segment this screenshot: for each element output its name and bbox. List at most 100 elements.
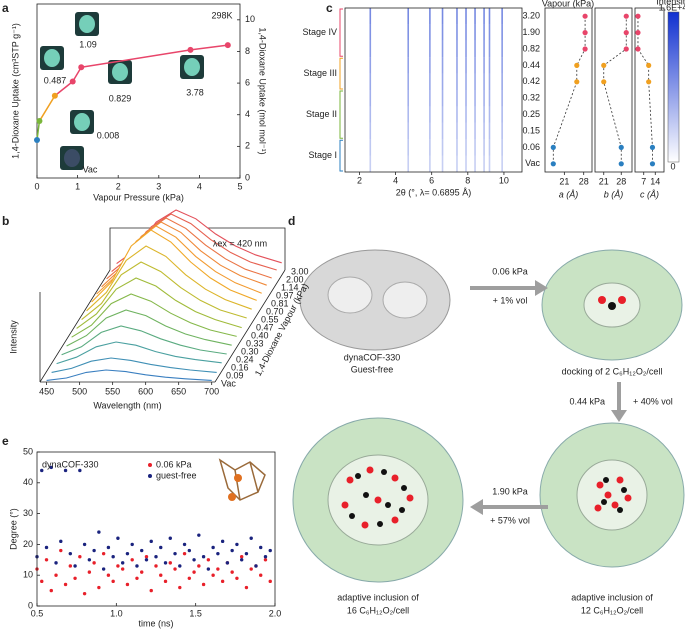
diffraction-stripe: [465, 24, 467, 41]
diffraction-stripe: [429, 90, 431, 107]
lattice-point: [618, 144, 624, 150]
x-tick-label: 5: [237, 181, 242, 191]
heatmap-frame: [344, 7, 523, 173]
diffraction-stripe: [465, 8, 467, 25]
scatter-point: [263, 558, 268, 562]
molecules: [349, 469, 627, 527]
scatter-point: [111, 555, 115, 559]
lattice-tick-label: 21: [559, 176, 569, 186]
y2-tick-label: 10: [245, 14, 255, 24]
legend-marker: [148, 463, 152, 467]
diffraction-stripe: [441, 106, 444, 123]
diffraction-stripe: [407, 57, 410, 74]
lattice-point: [623, 29, 629, 36]
x-tick-label: 650: [171, 386, 186, 396]
scatter-point: [40, 579, 44, 584]
photo-label: Vac: [83, 164, 98, 174]
colorbar-title: Intensity: [656, 0, 685, 6]
diffraction-stripe: [474, 106, 476, 123]
diffraction-stripe: [501, 106, 503, 123]
scatter-point: [82, 542, 87, 547]
data-point: [224, 42, 231, 49]
diffraction-stripe: [407, 8, 410, 25]
diffraction-stripe: [501, 122, 503, 140]
step-label: 0.06 kPa: [492, 266, 528, 276]
scatter-point: [144, 555, 149, 559]
lattice-point: [646, 79, 652, 85]
state-label: Guest-free: [351, 364, 394, 374]
diffraction-stripe: [429, 57, 431, 74]
diffraction-stripe: [369, 139, 372, 156]
category-label: 0.15: [522, 125, 540, 135]
lattice-frame: [544, 7, 593, 173]
diffraction-stripe: [488, 40, 491, 58]
diffraction-stripe: [456, 90, 458, 107]
scatter-point: [263, 555, 268, 559]
stage-label: Stage I: [308, 150, 337, 160]
diffraction-stripe: [456, 73, 458, 90]
lattice-point: [623, 13, 629, 19]
scatter-point: [159, 573, 163, 577]
scatter-point: [97, 530, 101, 534]
y2-tick-label: 8: [245, 46, 250, 56]
pore: [382, 281, 428, 319]
scatter-point: [216, 551, 220, 556]
vial-glow: [74, 113, 90, 131]
series-label: 2.00: [286, 274, 304, 284]
lattice-line: [552, 16, 586, 164]
lattice-point: [582, 46, 588, 52]
plot-frame: [36, 3, 241, 179]
diffraction-stripe: [483, 155, 485, 172]
spectrum: [81, 261, 247, 321]
y2-tick-label: 2: [245, 141, 250, 151]
diffraction-stripe: [407, 73, 410, 90]
series-label: 0.24: [236, 354, 254, 364]
lattice-point: [618, 161, 624, 167]
lattice-tick-label: 14: [650, 176, 660, 186]
diffraction-stripe: [369, 73, 372, 90]
molecules: [341, 466, 632, 529]
scatter-point: [178, 564, 182, 568]
scatter-point: [268, 579, 272, 584]
step-label: + 57% vol: [490, 515, 530, 525]
scatter-point: [135, 576, 139, 580]
stage-label: Stage IV: [302, 27, 337, 37]
scatter-point: [73, 576, 77, 580]
scatter-point: [125, 551, 130, 556]
y-tick-label: 20: [23, 539, 33, 549]
depth-axes: [39, 269, 286, 383]
scatter-point: [149, 588, 153, 593]
diffraction-stripe: [483, 73, 485, 90]
scatter-point: [259, 573, 263, 577]
legend-label: guest-free: [156, 470, 197, 480]
diffraction-stripe: [501, 57, 503, 74]
scatter-point: [106, 545, 111, 550]
diffraction-stripe: [441, 139, 444, 156]
spectrum: [46, 369, 212, 381]
diffraction-stripe: [369, 40, 372, 58]
scatter-point: [211, 573, 215, 577]
diffraction-stripe: [483, 90, 485, 107]
scatter-point: [249, 536, 253, 540]
diffraction-stripe: [429, 73, 431, 90]
inset-bg: [215, 452, 275, 514]
scatter-point: [40, 468, 44, 473]
scatter-point: [192, 570, 196, 574]
scatter-point: [249, 567, 253, 571]
scatter-point: [63, 582, 68, 587]
annotation: 298K: [211, 10, 232, 20]
y2-axis-label: 1,4-Dioxane Uptake (mol mol⁻¹): [258, 27, 268, 154]
scatter-point: [197, 564, 201, 568]
diffraction-stripe: [456, 155, 458, 172]
scatter-point: [254, 564, 258, 568]
lattice-point: [635, 29, 641, 36]
diffraction-stripe: [369, 24, 372, 41]
diffraction-stripe: [483, 24, 485, 41]
spectrum: [61, 325, 227, 356]
scatter-point: [92, 548, 96, 553]
lattice-frame: [594, 7, 633, 173]
diffraction-stripe: [465, 40, 467, 58]
x-axis-label: Vapour Pressure (kPa): [93, 192, 184, 202]
spectrum: [76, 277, 242, 329]
step-label: + 1% vol: [493, 295, 528, 305]
